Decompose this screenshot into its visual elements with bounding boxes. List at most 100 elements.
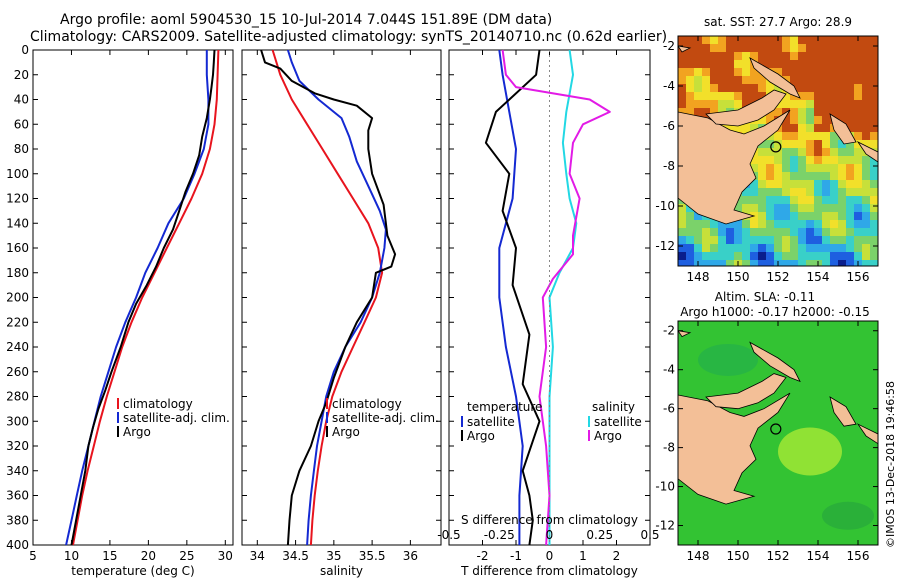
sst-map-cell	[774, 220, 782, 228]
sst-map-cell	[830, 252, 838, 260]
sst-map-cell	[790, 172, 798, 180]
sst-map-cell	[838, 68, 846, 76]
sst-map-cell	[702, 84, 710, 92]
sst-map-cell	[774, 236, 782, 244]
sst-map-cell	[782, 260, 790, 266]
sla-map-ytick-label: -6	[663, 402, 675, 416]
sst-map-cell	[798, 84, 806, 92]
sst-map-cell	[718, 68, 726, 76]
sst-map-cell	[726, 260, 734, 266]
temperature-series-argo	[70, 49, 216, 546]
sst-map-cell	[798, 196, 806, 204]
sst-map-cell	[806, 164, 814, 172]
sst-map-cell	[822, 260, 830, 266]
sst-map-cell	[798, 228, 806, 236]
sst-map-cell	[846, 188, 854, 196]
sst-map-landmass	[856, 140, 878, 163]
sst-map-cell	[798, 116, 806, 124]
sst-map-cell	[846, 36, 854, 44]
sst-map-cell	[750, 44, 758, 52]
sst-map-cell	[814, 60, 822, 68]
sst-map-cell	[798, 140, 806, 148]
sst-map-cell	[870, 196, 878, 204]
sla-map-xtick-label: 152	[767, 549, 790, 563]
difference-xtick-label: 2	[613, 549, 621, 563]
sla-map-subtitle: Argo h1000: -0.17 h2000: -0.15	[680, 305, 870, 319]
sst-map-cell	[694, 236, 702, 244]
sst-map-cell	[862, 164, 870, 172]
difference-xtick-label: 0	[546, 549, 554, 563]
sst-map-cell	[854, 212, 862, 220]
sst-map-cell	[854, 236, 862, 244]
sst-map-cell	[782, 60, 790, 68]
sst-map-cell	[774, 68, 782, 76]
sst-map-cell	[758, 172, 766, 180]
sst-map-cell	[814, 236, 822, 244]
sst-map-cell	[854, 156, 862, 164]
sst-map-cell	[806, 132, 814, 140]
salinity-xtick-label: 34	[250, 549, 265, 563]
sst-map-cell	[822, 220, 830, 228]
sst-map-cell	[814, 164, 822, 172]
sst-map-cell	[774, 60, 782, 68]
sst-map-cell	[734, 92, 742, 100]
sst-map-cell	[750, 180, 758, 188]
sst-map-cell	[798, 212, 806, 220]
temperature-ytick-label: 100	[6, 167, 29, 181]
sst-map-cell	[822, 52, 830, 60]
sst-map-cell	[838, 164, 846, 172]
sst-map-cell	[838, 36, 846, 44]
sst-map-cell	[870, 100, 878, 108]
sst-map-cell	[694, 52, 702, 60]
sst-map-cell	[846, 204, 854, 212]
sst-map-cell	[742, 244, 750, 252]
sst-map-cell	[718, 236, 726, 244]
sst-map-cell	[686, 228, 694, 236]
sst-map-cell	[678, 212, 686, 220]
sst-map-cell	[830, 60, 838, 68]
sst-map-cell	[838, 172, 846, 180]
sst-map-cell	[694, 84, 702, 92]
sla-map-ytick-label: -2	[663, 324, 675, 338]
sst-map-cell	[726, 244, 734, 252]
sst-map-cell	[814, 140, 822, 148]
sst-map-cell	[814, 116, 822, 124]
sst-map-cell	[798, 156, 806, 164]
sst-map-cell	[766, 196, 774, 204]
sst-map-landmass	[678, 45, 692, 53]
sst-map-cell	[758, 92, 766, 100]
sst-map-cell	[870, 244, 878, 252]
sst-map-cell	[758, 188, 766, 196]
sst-map-cell	[766, 116, 774, 124]
sst-map-cell	[822, 188, 830, 196]
sst-map-cell	[822, 236, 830, 244]
sst-map-cell	[846, 172, 854, 180]
sla-map-ytick-label: -12	[655, 519, 675, 533]
sst-map-cell	[782, 172, 790, 180]
sst-map-cell	[862, 132, 870, 140]
sst-map-cell	[774, 180, 782, 188]
sst-map-cell	[862, 140, 870, 148]
sst-map-ytick-label: -10	[655, 199, 675, 213]
sst-map-cell	[822, 132, 830, 140]
sst-map-cell	[830, 172, 838, 180]
sst-map-cell	[734, 252, 742, 260]
sst-map-cell	[734, 100, 742, 108]
sst-map-cell	[798, 188, 806, 196]
sst-map-cell	[830, 108, 838, 116]
sst-map-cell	[854, 140, 862, 148]
sst-map-cell	[838, 212, 846, 220]
sst-map-cell	[862, 252, 870, 260]
sst-map-cell	[742, 36, 750, 44]
sst-map-cell	[686, 84, 694, 92]
sst-map-cell	[798, 172, 806, 180]
salinity-xlabel: salinity	[320, 564, 363, 578]
temperature-ytick-label: 340	[6, 464, 29, 478]
sst-map-cell	[838, 84, 846, 92]
sst-map-cell	[854, 108, 862, 116]
sst-map-cell	[846, 156, 854, 164]
sst-map-cell	[790, 116, 798, 124]
temperature-ytick-label: 140	[6, 216, 29, 230]
sst-map-cell	[742, 52, 750, 60]
sst-map-cell	[734, 84, 742, 92]
